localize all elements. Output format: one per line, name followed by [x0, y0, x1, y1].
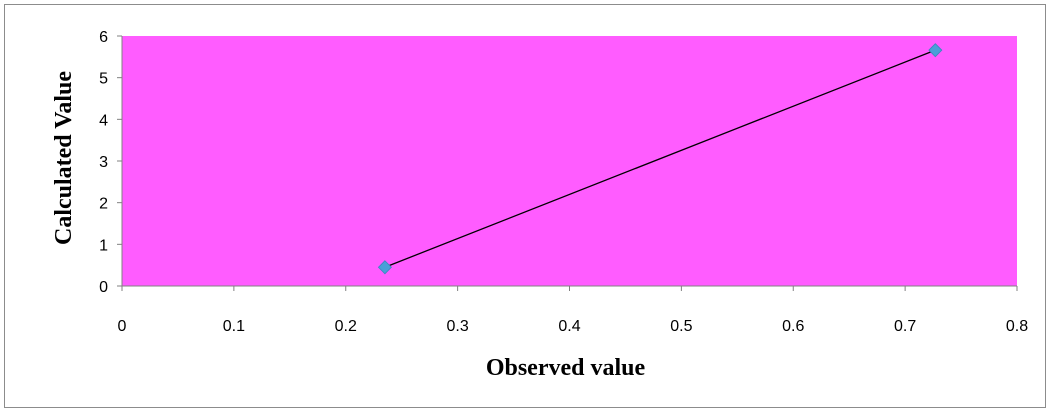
y-tick-label: 6 — [99, 29, 108, 46]
x-tick-label: 0 — [118, 318, 127, 335]
y-tick-label: 5 — [99, 71, 108, 88]
x-tick-label: 0.8 — [1006, 318, 1028, 335]
data-point — [377, 260, 392, 275]
x-tick-label: 0.3 — [447, 318, 469, 335]
x-tick-label: 0.2 — [335, 318, 357, 335]
x-tick-label: 0.5 — [670, 318, 692, 335]
x-tick-label: 0.4 — [558, 318, 580, 335]
x-tick-label: 0.1 — [223, 318, 245, 335]
data-point — [928, 43, 943, 58]
y-tick-label: 3 — [99, 154, 108, 171]
x-axis-ticks: 0 0.1 0.2 0.3 0.4 0.5 0.6 0.7 0.8 — [118, 286, 1028, 335]
series-group — [377, 43, 943, 275]
x-axis-title: Observed value — [486, 355, 646, 381]
y-tick-label: 4 — [99, 112, 108, 129]
y-axis-title: Calculated Value — [51, 71, 77, 245]
x-tick-label: 0.7 — [894, 318, 916, 335]
y-axis-ticks: 0 1 2 3 4 5 6 — [99, 29, 122, 296]
y-tick-label: 0 — [99, 279, 108, 296]
y-tick-label: 1 — [99, 237, 108, 254]
x-tick-label: 0.6 — [782, 318, 804, 335]
plot-area — [122, 36, 1017, 286]
y-tick-label: 2 — [99, 196, 108, 213]
series-line — [384, 49, 936, 268]
